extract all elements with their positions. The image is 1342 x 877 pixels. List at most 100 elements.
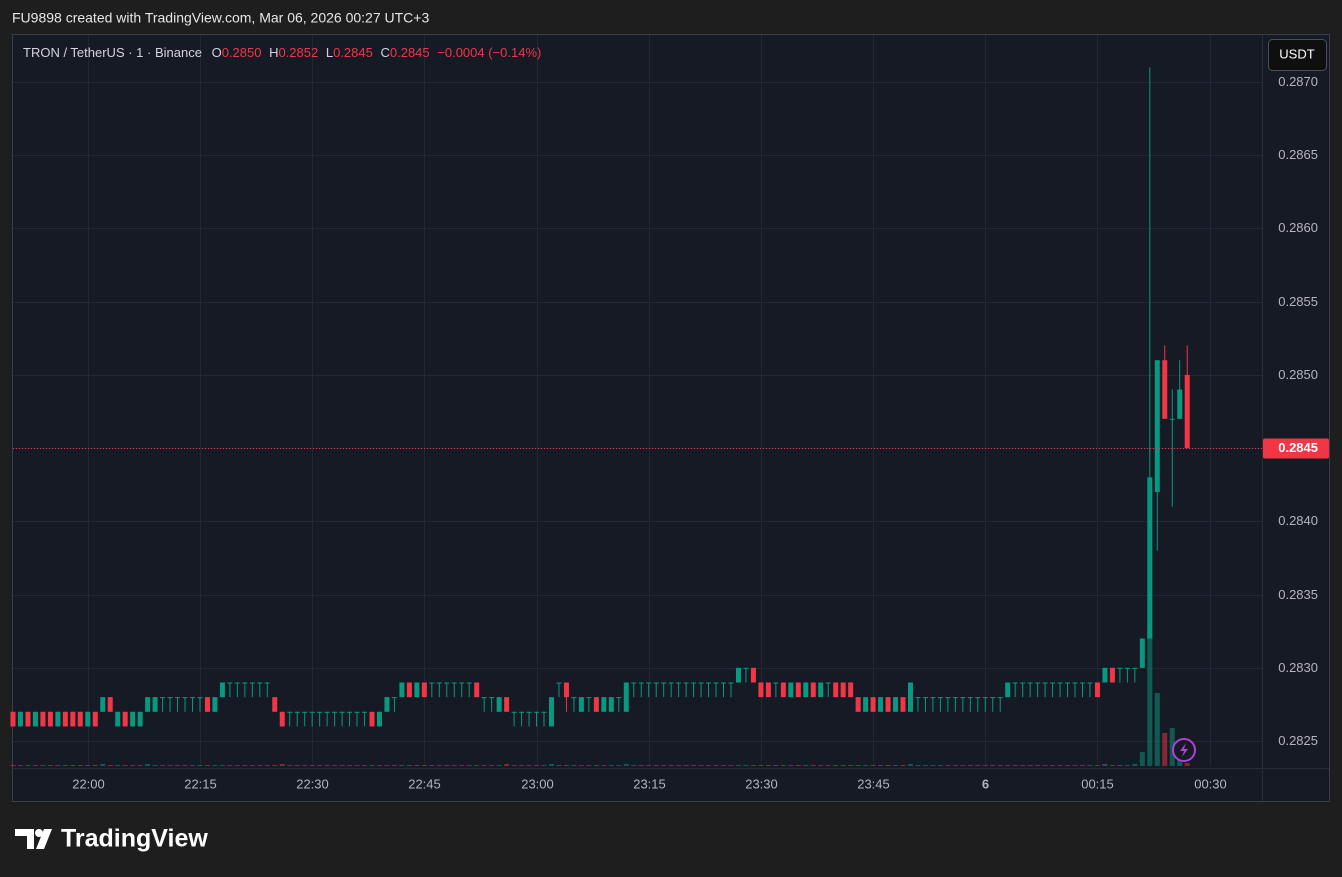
candle-body [1154,360,1160,493]
y-tick-label: 0.2840 [1278,513,1318,528]
volume-bar [541,765,547,766]
candle-body [175,697,181,699]
candle-body [496,697,502,712]
candle-body [1132,667,1138,669]
candle-body [930,697,936,699]
volume-bar [332,765,338,766]
candle-body [631,682,637,684]
volume-bar [369,765,375,766]
volume-bar [47,765,53,766]
volume-bar [279,764,285,766]
legend-value: 0.2850 [222,45,262,60]
volume-bar [272,765,278,766]
candle-body [369,711,375,727]
candle-body [1027,682,1033,684]
volume-bar [85,765,91,766]
candle-body [548,697,554,727]
volume-bar [1184,763,1190,766]
volume-bar [653,765,659,766]
candle-body [1042,682,1048,684]
candle-body [616,697,622,699]
volume-bar [997,765,1003,766]
volume-bar [354,765,360,766]
x-tick-label: 23:30 [745,776,778,791]
candle-body [593,697,599,712]
volume-bar [62,765,68,766]
legend: TRON / TetherUS · 1 · Binance O0.2850 H0… [23,45,541,60]
candle-body [234,682,240,684]
x-tick-label: 00:15 [1081,776,1114,791]
currency-button[interactable]: USDT [1268,39,1327,71]
volume-bar [608,765,614,766]
volume-bar [264,765,270,766]
volume-bar [1139,752,1145,766]
candle-body [661,682,667,684]
volume-bar [339,765,345,766]
currency-button-box[interactable] [1268,39,1327,71]
candle-body [10,711,16,727]
volume [10,628,1190,766]
volume-bar [212,765,218,766]
volume-bar [698,765,704,766]
volume-bar [40,765,46,766]
volume-bar [758,765,764,766]
volume-bar [302,765,308,766]
volume-bar [107,765,113,766]
candle-body [1117,667,1123,669]
volume-bar [676,765,682,766]
volume-bar [130,765,136,766]
volume-bar [810,765,816,766]
alert-icon[interactable] [1172,738,1196,762]
volume-bar [175,765,181,766]
candle-body [683,682,689,684]
last-price-label: 0.2845 [1278,440,1318,455]
volume-bar [863,765,869,766]
candle-body [189,697,195,699]
volume-bar [952,765,958,766]
volume-bar [92,765,98,766]
volume-bar [922,765,928,766]
volume-bar [795,765,801,766]
candle-body [249,682,255,684]
alert-bolt[interactable] [1180,743,1188,757]
volume-bar [466,765,472,766]
candle-body [893,697,899,712]
candle-body [122,711,128,727]
candle-body [354,711,360,713]
candle-body [384,697,390,712]
currency-button-label[interactable]: USDT [1279,46,1314,61]
volume-bar [1147,628,1153,766]
candle-body [317,711,323,713]
candle-body [466,682,472,684]
volume-bar [1042,765,1048,766]
legend-value: 0.2852 [278,45,318,60]
volume-bar [571,765,577,766]
volume-bar [1102,764,1108,766]
candle-body [878,697,884,712]
candle-body [227,682,233,684]
candle-body [541,711,547,713]
volume-bar [496,765,502,766]
candle-body [347,711,353,713]
candle-body [130,711,136,727]
volume-bar [1162,733,1168,766]
candle-body [915,697,921,699]
volume-bar [1132,764,1138,766]
candle-body [623,682,629,712]
volume-bar [691,765,697,766]
volume-bar [1035,765,1041,766]
candle-body [302,711,308,713]
last-price-tag [1263,438,1329,459]
candle-body [907,682,913,712]
candle-body [1065,682,1071,684]
volume-bar [391,765,397,766]
y-tick-label: 0.2835 [1278,587,1318,602]
volume-bar [990,765,996,766]
candle-body [571,697,577,699]
volume-bar [1094,765,1100,766]
candle-body [309,711,315,713]
volume-bar [1154,693,1160,766]
candle-body [773,682,779,684]
y-tick-label: 0.2855 [1278,294,1318,309]
candle-body [197,697,203,699]
